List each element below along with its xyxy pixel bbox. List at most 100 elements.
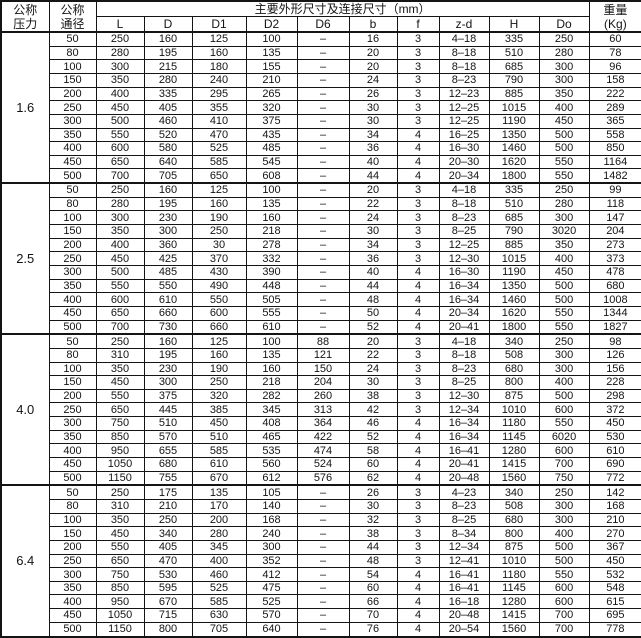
- cell-value: 4: [396, 457, 440, 472]
- cell-value: 345: [191, 539, 247, 555]
- table-row: 2.5 50 250 160 125 100–20 3 4–18 335 250 99: [0, 182, 641, 335]
- cell-value: 450: [191, 416, 247, 431]
- cell-value: 700: [538, 608, 590, 623]
- table-row: 150 450 340 280 240–38 3 8–34 800 400 270: [1, 526, 641, 541]
- cell-value: 160: [143, 31, 193, 47]
- cell-value: 1415: [488, 608, 540, 623]
- cell-value: 340: [488, 333, 540, 349]
- cell-value: 875: [488, 388, 540, 404]
- table-row: 150 450 300 250 218 204 30 3 8–25 800 400 228: [1, 375, 641, 390]
- cell-value: 524: [296, 457, 350, 472]
- cell-value: 36: [348, 251, 398, 266]
- table-row: 400 600 610 550 505–48 4 16–34 1460 500 1008: [1, 292, 641, 307]
- cell-value: 158: [588, 72, 641, 88]
- cell-value: 16–34: [438, 416, 490, 431]
- cell-value: 570: [143, 429, 193, 445]
- cell-value: –: [296, 196, 350, 212]
- cell-value: 270: [588, 526, 641, 541]
- cell-value: 48: [348, 553, 398, 569]
- cell-value: 405: [143, 539, 193, 555]
- table-row: 100 300 230 190 160–24 3 8–23 685 300 147: [1, 210, 641, 226]
- cell-value: 400: [191, 553, 247, 569]
- cell-nominal-diameter: 200: [48, 237, 97, 253]
- cell-value: 60: [588, 31, 641, 47]
- cell-value: –: [296, 251, 350, 266]
- cell-value: 510: [143, 416, 193, 431]
- cell-value: 3: [396, 347, 440, 363]
- cell-value: 550: [538, 305, 590, 321]
- cell-value: 400: [538, 375, 590, 390]
- cell-value: –: [296, 292, 350, 307]
- cell-value: 1050: [95, 608, 145, 623]
- cell-value: 640: [143, 154, 193, 170]
- cell-nominal-diameter: 350: [48, 127, 97, 143]
- cell-value: 778: [588, 621, 641, 638]
- cell-value: 500: [538, 539, 590, 555]
- cell-value: 195: [143, 347, 193, 363]
- cell-value: 20–48: [438, 608, 490, 623]
- cell-value: 705: [143, 168, 193, 184]
- cell-value: 150: [296, 361, 350, 377]
- cell-value: 190: [191, 361, 247, 377]
- cell-value: 1145: [488, 580, 540, 596]
- cell-nominal-diameter: 200: [48, 539, 97, 555]
- cell-value: 750: [538, 470, 590, 486]
- table-row: 200 550 375 320 282 260 38 3 12–30 875 500 298: [1, 388, 641, 404]
- cell-value: 24: [348, 210, 398, 226]
- table-row: 450 650 660 600 555–50 4 20–34 1620 550 1344: [1, 305, 641, 321]
- cell-value: 30: [348, 499, 398, 514]
- header-weight-line1: 重量: [603, 2, 628, 17]
- cell-value: 240: [245, 526, 298, 541]
- cell-value: 30: [348, 375, 398, 390]
- cell-value: 20–41: [438, 319, 490, 335]
- cell-value: 4–18: [438, 31, 490, 47]
- cell-nominal-diameter: 500: [48, 319, 97, 335]
- cell-value: 250: [191, 224, 247, 239]
- cell-value: 16–34: [438, 429, 490, 445]
- cell-value: 4: [396, 292, 440, 307]
- cell-value: 4: [396, 305, 440, 321]
- cell-value: 545: [245, 154, 298, 170]
- table-row: 300 500 460 410 375–30 3 12–25 1190 450 365: [1, 113, 641, 129]
- cell-nominal-diameter: 250: [48, 553, 97, 569]
- table-row: 350 850 570 510 465 422 52 4 16–34 1145 6020 530: [1, 429, 641, 445]
- cell-value: 450: [95, 375, 145, 390]
- cell-value: 20–41: [438, 457, 490, 472]
- cell-value: 1145: [488, 429, 540, 445]
- cell-value: 3: [396, 237, 440, 253]
- table-row: 150 350 280 240 210–24 3 8–23 790 300 158: [1, 72, 641, 88]
- cell-nominal-diameter: 350: [48, 278, 97, 294]
- cell-value: 16–41: [438, 443, 490, 459]
- cell-value: 16–25: [438, 127, 490, 143]
- cell-value: 680: [143, 457, 193, 472]
- cell-value: 595: [143, 580, 193, 596]
- cell-value: 800: [488, 526, 540, 541]
- cell-value: 280: [143, 72, 193, 88]
- cell-nominal-diameter: 400: [48, 594, 97, 610]
- table-row: 150 350 300 250 218–30 3 8–25 790 3020 204: [1, 224, 641, 239]
- cell-value: 485: [143, 264, 193, 280]
- cell-value: 62: [348, 470, 398, 486]
- cell-value: 8–23: [438, 499, 490, 514]
- cell-nominal-diameter: 450: [48, 305, 97, 321]
- cell-value: 240: [191, 72, 247, 88]
- cell-nominal-diameter: 50: [48, 31, 97, 47]
- table-row: 400 950 670 585 525–66 4 16–18 1280 600 615: [1, 594, 641, 610]
- cell-value: 500: [538, 388, 590, 404]
- cell-value: 204: [296, 375, 350, 390]
- cell-nominal-diameter: 400: [48, 141, 97, 156]
- cell-value: 3: [396, 59, 440, 74]
- table-row: 350 850 595 525 475–60 4 16–41 1145 600 548: [1, 580, 641, 596]
- cell-value: 3: [396, 333, 440, 349]
- cell-value: 38: [348, 526, 398, 541]
- cell-value: 1050: [95, 457, 145, 472]
- table-row: 500 1150 800 705 640–76 4 20–54 1560 700 778: [1, 621, 641, 638]
- cell-nominal-diameter: 80: [48, 196, 97, 212]
- cell-value: 4: [396, 141, 440, 156]
- cell-value: 3: [396, 512, 440, 528]
- cell-value: 875: [488, 539, 540, 555]
- cell-value: 1150: [95, 621, 145, 638]
- cell-value: 500: [538, 278, 590, 294]
- cell-value: 1015: [488, 100, 540, 115]
- cell-value: 4: [396, 278, 440, 294]
